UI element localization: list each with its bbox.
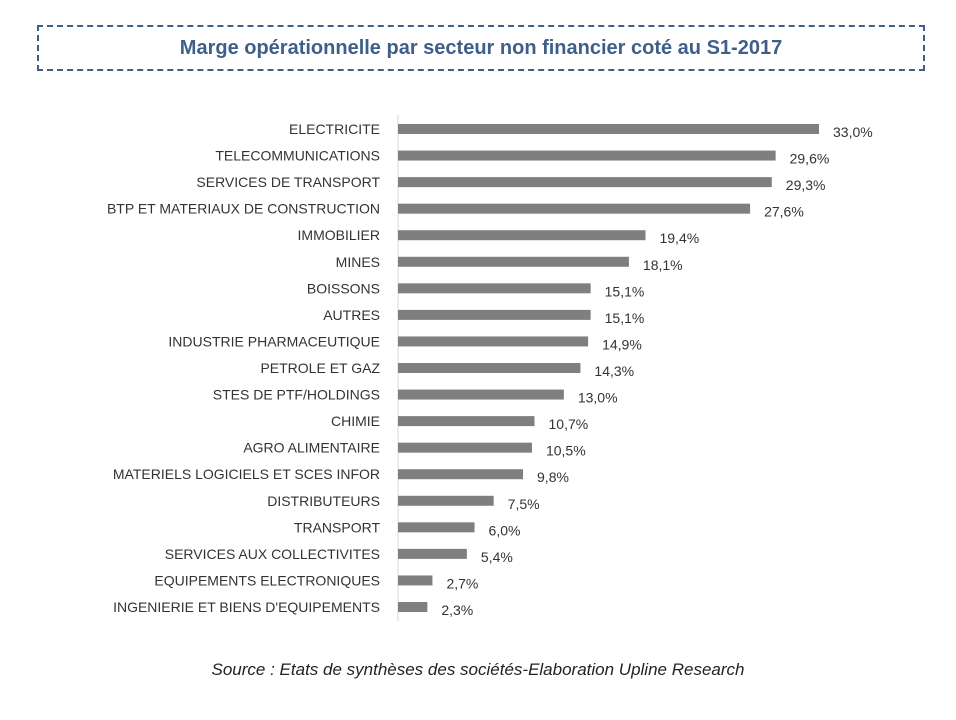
data-label: 2,3% bbox=[441, 602, 473, 618]
source-note: Source : Etats de synthèses des sociétés… bbox=[211, 660, 745, 679]
data-label: 14,3% bbox=[594, 363, 634, 379]
data-label: 19,4% bbox=[659, 230, 699, 246]
category-label: AUTRES bbox=[323, 307, 380, 323]
category-label: PETROLE ET GAZ bbox=[260, 360, 380, 376]
bar bbox=[398, 495, 494, 506]
bar bbox=[398, 230, 646, 241]
category-label: MINES bbox=[336, 254, 380, 270]
category-label: SERVICES DE TRANSPORT bbox=[196, 174, 380, 190]
bar bbox=[398, 416, 535, 427]
category-label: ELECTRICITE bbox=[289, 121, 380, 137]
category-label: IMMOBILIER bbox=[298, 227, 380, 243]
data-label: 5,4% bbox=[481, 549, 513, 565]
category-label: BTP ET MATERIAUX DE CONSTRUCTION bbox=[107, 201, 380, 217]
chart-title: Marge opérationnelle par secteur non fin… bbox=[179, 36, 783, 59]
bar bbox=[398, 283, 591, 294]
data-label: 9,8% bbox=[537, 469, 569, 485]
category-label: SERVICES AUX COLLECTIVITES bbox=[165, 546, 380, 562]
data-label: 29,6% bbox=[790, 151, 830, 167]
data-label: 2,7% bbox=[446, 575, 478, 591]
category-label: DISTRIBUTEURS bbox=[267, 493, 380, 509]
category-label: STES DE PTF/HOLDINGS bbox=[213, 387, 380, 403]
data-label: 15,1% bbox=[605, 310, 645, 326]
category-label: TELECOMMUNICATIONS bbox=[215, 148, 380, 164]
data-label: 6,0% bbox=[489, 522, 521, 538]
category-label: INDUSTRIE PHARMACEUTIQUE bbox=[168, 333, 380, 349]
bar bbox=[398, 522, 475, 533]
category-label: EQUIPEMENTS ELECTRONIQUES bbox=[154, 572, 380, 588]
category-label: BOISSONS bbox=[307, 280, 380, 296]
data-label: 18,1% bbox=[643, 257, 683, 273]
data-label: 14,9% bbox=[602, 336, 642, 352]
bar bbox=[398, 177, 772, 188]
bar bbox=[398, 548, 467, 559]
category-label: AGRO ALIMENTAIRE bbox=[243, 440, 380, 456]
category-label: CHIMIE bbox=[331, 413, 380, 429]
data-label: 10,7% bbox=[549, 416, 589, 432]
data-label: 15,1% bbox=[605, 283, 645, 299]
data-label: 13,0% bbox=[578, 390, 618, 406]
bar bbox=[398, 442, 532, 453]
category-label: INGENIERIE ET BIENS D'EQUIPEMENTS bbox=[113, 599, 380, 615]
bar bbox=[398, 256, 629, 267]
bar bbox=[398, 363, 581, 373]
data-label: 7,5% bbox=[508, 496, 540, 512]
bar bbox=[398, 150, 776, 161]
bar bbox=[398, 336, 589, 347]
category-label: MATERIELS LOGICIELS ET SCES INFOR bbox=[113, 466, 380, 482]
bar bbox=[398, 203, 751, 214]
data-label: 33,0% bbox=[833, 124, 873, 140]
data-label: 10,5% bbox=[546, 443, 586, 459]
bar bbox=[398, 469, 524, 480]
bar bbox=[398, 124, 819, 134]
bar bbox=[398, 309, 591, 320]
data-label: 27,6% bbox=[764, 204, 804, 220]
category-label: TRANSPORT bbox=[294, 519, 381, 535]
data-label: 29,3% bbox=[786, 177, 826, 193]
bar bbox=[398, 389, 564, 400]
bar bbox=[398, 602, 428, 612]
bar bbox=[398, 575, 433, 586]
chart-title-box: Marge opérationnelle par secteur non fin… bbox=[37, 25, 925, 71]
